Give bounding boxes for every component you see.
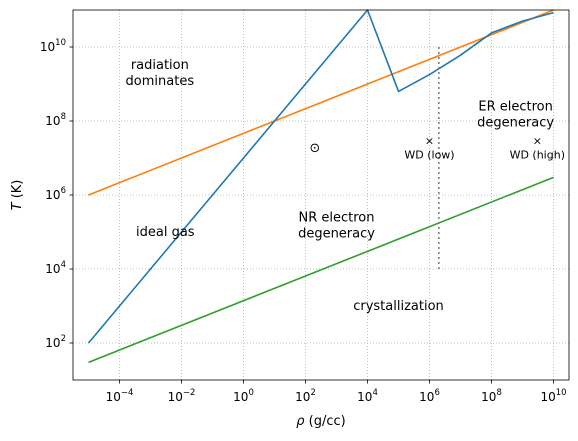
degeneracy-boundary-line: [87, 9, 554, 344]
x-tick-label: 102: [295, 388, 316, 404]
region-label: radiation dominates: [126, 58, 195, 89]
series-layer: [87, 9, 554, 364]
y-axis-unit: (K): [10, 180, 25, 203]
x-tick-label: 1010: [540, 388, 566, 404]
y-axis-label: T (K): [10, 180, 25, 211]
region-label: NR electron degeneracy: [298, 210, 375, 241]
wd-marker-icon: ×: [425, 134, 434, 147]
y-tick-label: 106: [45, 186, 66, 202]
region-label: ideal gas: [136, 225, 195, 240]
x-tick-label: 106: [419, 388, 440, 404]
y-tick-label: 104: [45, 260, 66, 276]
x-axis-unit: (g/cc): [305, 414, 346, 429]
axis-ticks: 10−4 10−2 100 102 104 106 108 1010 102 104 106 108 1…: [40, 38, 567, 404]
x-tick-label: 108: [481, 388, 502, 404]
x-tick-label: 10−4: [106, 388, 134, 404]
x-tick-label: 100: [233, 388, 254, 404]
annotations: radiation dominates ER electron degeneracy i…: [126, 58, 565, 314]
radiation-boundary-line: [88, 9, 554, 196]
y-tick-label: 102: [45, 334, 66, 350]
region-label: ER electron degeneracy: [477, 99, 554, 130]
x-tick-label: 104: [357, 388, 378, 404]
region-label: crystallization: [353, 299, 444, 314]
wd-marker-label: WD (high): [510, 148, 565, 161]
wd-marker-label: WD (low): [404, 148, 454, 161]
x-axis-label: ρ (g/cc): [296, 414, 345, 429]
x-axis-var: ρ: [296, 414, 305, 429]
crystallization-boundary-line: [88, 176, 554, 364]
wd-marker-icon: ×: [533, 134, 542, 147]
x-tick-label: 10−2: [168, 388, 196, 404]
y-tick-label: 108: [45, 112, 66, 128]
y-tick-label: 1010: [40, 38, 66, 54]
y-axis-var: T: [10, 201, 25, 210]
sun-symbol-icon: ⊙: [309, 141, 320, 156]
